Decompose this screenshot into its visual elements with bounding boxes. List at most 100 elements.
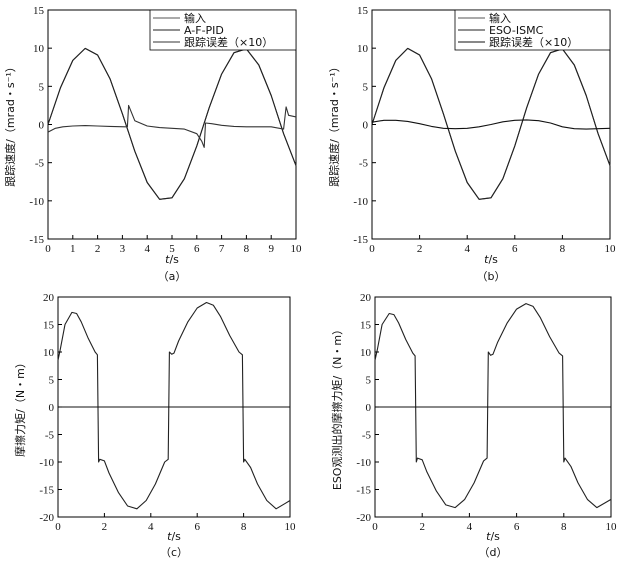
x-tick-label: 10 — [605, 243, 617, 255]
y-axis-label: 跟踪速度/（mrad・s⁻¹） — [327, 61, 341, 187]
x-axis-unit: /s — [490, 530, 500, 543]
series-line-0 — [57, 301, 291, 510]
x-axis-var: t — [484, 253, 489, 266]
ticks-group: 0 1 2 3 4 5 6 7 8 9 10 15 10 5 0 -5 -10 -15 — [29, 5, 302, 255]
x-tick-label: 8 — [241, 521, 247, 533]
x-tick-label: 4 — [467, 521, 473, 533]
x-tick-label: 8 — [560, 243, 566, 255]
panel-c: 0 2 4 6 8 10 20 15 10 5 0 -5 -10 -15 -20 摩擦力矩/（N・m） t/… — [13, 292, 296, 559]
y-tick-label: 10 — [360, 347, 372, 359]
x-tick-label: 4 — [464, 243, 470, 255]
series-line-2 — [47, 104, 297, 148]
y-tick-label: 15 — [43, 320, 55, 332]
y-tick-label: -5 — [362, 430, 372, 442]
x-tick-label: 10 — [606, 521, 618, 533]
series-line-0 — [47, 47, 297, 200]
x-tick-label: 6 — [512, 243, 518, 255]
y-tick-label: 5 — [49, 375, 55, 387]
y-tick-label: -5 — [45, 430, 55, 442]
y-tick-label: 15 — [357, 5, 369, 17]
x-tick-label: 8 — [244, 243, 250, 255]
x-tick-label: 4 — [144, 243, 150, 255]
y-tick-label: -5 — [359, 158, 369, 170]
x-axis-unit: /s — [488, 253, 498, 266]
x-tick-label: 7 — [219, 243, 225, 255]
x-tick-label: 2 — [419, 521, 425, 533]
x-tick-label: 2 — [417, 243, 423, 255]
y-tick-label: 0 — [363, 120, 369, 132]
series-line-2 — [371, 119, 611, 130]
x-axis-label: t/s — [165, 253, 179, 266]
y-tick-label: -10 — [353, 196, 368, 208]
y-tick-label: 10 — [357, 43, 369, 55]
x-tick-label: 9 — [268, 243, 274, 255]
y-tick-label: -20 — [39, 512, 54, 524]
legend-label: 输入 — [184, 11, 206, 25]
legend-label: A-F-PID — [184, 24, 224, 37]
panel-caption: （b） — [477, 270, 506, 283]
x-tick-label: 2 — [102, 521, 108, 533]
x-tick-label: 3 — [120, 243, 126, 255]
panel-b: 0 2 4 6 8 10 15 10 5 0 -5 -10 -15 输入ESO-ISMC跟踪误差（×10… — [327, 5, 616, 283]
series-line-1 — [47, 47, 297, 200]
y-tick-label: 5 — [363, 81, 369, 93]
panel-caption: （a） — [158, 270, 187, 283]
series-group — [57, 301, 291, 510]
legend-label: 跟踪误差（×10） — [489, 35, 578, 49]
series-line-0 — [371, 47, 611, 200]
y-tick-label: 0 — [366, 402, 372, 414]
legend-label: ESO-ISMC — [489, 24, 544, 37]
x-tick-label: 2 — [95, 243, 101, 255]
y-tick-label: 20 — [360, 292, 372, 304]
ticks-group: 0 2 4 6 8 10 20 15 10 5 0 -5 -10 -15 -20 — [39, 292, 296, 533]
ticks-group: 0 2 4 6 8 10 15 10 5 0 -5 -10 -15 — [353, 5, 616, 255]
y-tick-label: 20 — [43, 292, 55, 304]
panel-d: 0 2 4 6 8 10 20 15 10 5 0 -5 -10 -15 -20 ESO观测出的摩擦力矩/（… — [330, 292, 617, 559]
x-axis-label: t/s — [167, 530, 181, 543]
y-tick-label: -10 — [29, 196, 44, 208]
y-tick-label: -15 — [29, 234, 44, 246]
series-group — [374, 303, 612, 509]
y-tick-label: 15 — [360, 320, 372, 332]
x-axis-var: t — [167, 530, 172, 543]
ticks-group: 0 2 4 6 8 10 20 15 10 5 0 -5 -10 -15 -20 — [356, 292, 617, 533]
y-tick-label: 15 — [33, 5, 45, 17]
y-tick-label: 0 — [49, 402, 55, 414]
x-tick-label: 0 — [55, 521, 61, 533]
x-tick-label: 0 — [372, 521, 378, 533]
y-tick-label: 0 — [39, 120, 45, 132]
panel-a: 0 1 2 3 4 5 6 7 8 9 10 15 10 5 0 -5 -10 -15 输入A-F-PID跟踪误差… — [3, 5, 302, 283]
x-axis-var: t — [486, 530, 491, 543]
y-tick-label: 10 — [43, 347, 55, 359]
x-tick-label: 4 — [148, 521, 154, 533]
x-tick-label: 8 — [561, 521, 567, 533]
y-tick-label: -10 — [356, 457, 371, 469]
y-tick-label: -15 — [39, 485, 54, 497]
x-axis-label: t/s — [484, 253, 498, 266]
x-tick-label: 1 — [70, 243, 76, 255]
x-axis-unit: /s — [171, 530, 181, 543]
y-tick-label: -5 — [35, 158, 45, 170]
legend-label: 跟踪误差（×10） — [184, 35, 273, 49]
y-tick-label: 5 — [366, 375, 372, 387]
x-tick-label: 0 — [369, 243, 375, 255]
x-tick-label: 6 — [514, 521, 520, 533]
x-tick-label: 5 — [169, 243, 175, 255]
x-axis-unit: /s — [169, 253, 179, 266]
x-tick-label: 0 — [45, 243, 51, 255]
x-tick-label: 10 — [285, 521, 297, 533]
y-tick-label: 10 — [33, 43, 45, 55]
series-line-0 — [374, 303, 612, 509]
y-tick-label: -15 — [356, 485, 371, 497]
y-axis-label: 跟踪速度/（mrad・s⁻¹） — [3, 61, 17, 187]
x-tick-label: 6 — [194, 521, 200, 533]
x-axis-var: t — [165, 253, 170, 266]
series-group — [371, 47, 611, 200]
panel-caption: （c） — [160, 546, 188, 559]
y-tick-label: -15 — [353, 234, 368, 246]
y-axis-label: 摩擦力矩/（N・m） — [13, 357, 27, 457]
y-tick-label: -10 — [39, 457, 54, 469]
